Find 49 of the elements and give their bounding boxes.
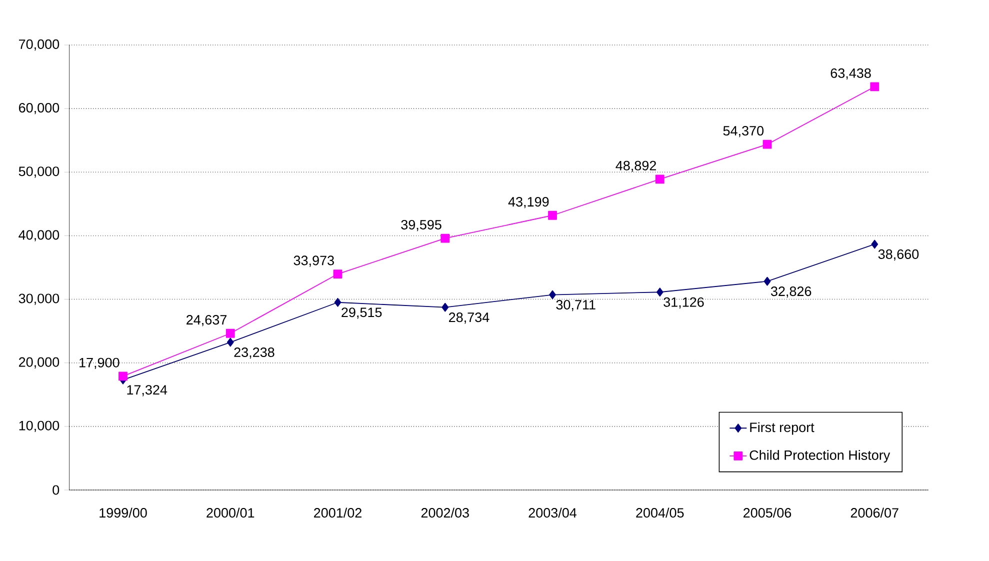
y-tick-label: 30,000 [18,294,60,305]
data-label: 43,199 [508,197,549,208]
data-label: 28,734 [449,312,490,324]
x-tick-label: 2000/01 [206,508,254,518]
y-tick-label: 0 [52,485,60,495]
point [226,338,234,347]
data-label: 63,438 [830,68,871,80]
y-tick-label: 50,000 [18,166,60,178]
point [333,270,342,278]
y-tick-label: 40,000 [18,230,60,242]
data-label: 17,324 [127,385,168,396]
x-tick-label: 2004/05 [636,508,684,518]
data-label: 32,826 [770,286,812,298]
legend-label: Child Protection History [750,450,890,463]
x-tick-label: 2003/04 [528,508,576,518]
data-label: 48,892 [616,160,656,172]
point [870,82,880,92]
y-tick-label: 60,000 [19,103,60,114]
y-tick-label: 20,000 [18,357,60,368]
legend-label: First report [750,422,814,435]
data-label: 24,637 [186,315,226,326]
data-label: 54,370 [723,126,764,138]
point [549,290,556,300]
x-tick-label: 2001/02 [314,508,362,518]
point [764,276,771,286]
x-tick-label: 1999/00 [100,508,147,518]
point [442,302,449,312]
point [334,298,342,307]
point [655,174,664,184]
data-label: 29,515 [342,308,382,319]
x-tick-label: 2005/06 [744,508,792,518]
point [762,140,772,149]
point [548,210,557,220]
y-tick-label: 70,000 [19,39,60,51]
data-label: 23,238 [234,347,274,359]
point [656,288,664,297]
point [226,328,235,338]
y-tick-label: 10,000 [19,420,60,432]
x-tick-label: 2006/07 [850,508,898,518]
x-tick-label: 2002/03 [421,508,469,518]
data-label: 31,126 [664,297,704,308]
data-label: 39,595 [401,220,442,232]
point [118,372,128,381]
data-label: 33,973 [294,256,334,267]
point [871,240,878,249]
data-label: 38,660 [878,249,919,261]
point [440,234,450,243]
data-label: 17,900 [80,358,120,370]
data-label: 30,711 [556,300,596,312]
